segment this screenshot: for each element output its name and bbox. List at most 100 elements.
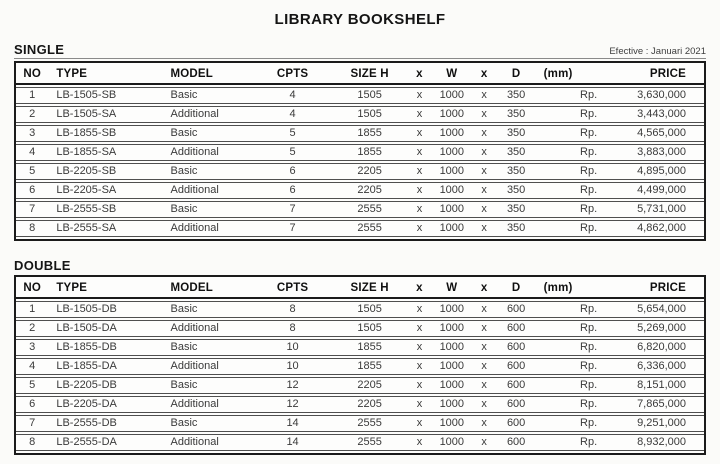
cell-mm-spacer <box>538 125 579 142</box>
cell-currency: Rp. <box>578 415 618 432</box>
cell-currency: Rp. <box>578 220 618 237</box>
size-separator: x <box>474 301 495 318</box>
cell-mm-spacer <box>538 201 579 218</box>
double-section-header: DOUBLE <box>14 258 706 273</box>
cell-price: 5,731,000 <box>617 201 704 218</box>
col-header-no: NO <box>16 65 49 85</box>
cell-type: LB-1505-SA <box>48 106 161 123</box>
cell-mm-spacer <box>538 87 579 104</box>
cell-model: Basic <box>160 125 256 142</box>
cell-currency: Rp. <box>578 106 618 123</box>
cell-price: 4,862,000 <box>617 220 704 237</box>
cell-currency: Rp. <box>578 87 618 104</box>
size-separator: x <box>409 415 430 432</box>
table-row: 5 LB-2205-SB Basic 6 2205 x 1000 x 350 Rp. 4,895,0… <box>16 163 704 180</box>
size-separator: x <box>474 396 495 413</box>
col-header-rp-spacer <box>578 279 618 299</box>
cell-size-h: 2205 <box>329 163 410 180</box>
cell-currency: Rp. <box>578 320 618 337</box>
cell-size-h: 2555 <box>329 415 410 432</box>
size-separator: x <box>409 301 430 318</box>
cell-model: Basic <box>160 87 256 104</box>
cell-model: Additional <box>160 396 256 413</box>
cell-mm-spacer <box>538 358 579 375</box>
cell-mm-spacer <box>538 434 579 451</box>
cell-cpts: 12 <box>255 396 330 413</box>
cell-type: LB-1505-SB <box>48 87 161 104</box>
page-title: LIBRARY BOOKSHELF <box>274 11 446 28</box>
cell-no: 4 <box>16 144 49 161</box>
cell-cpts: 6 <box>255 182 330 199</box>
cell-type: LB-2205-SB <box>48 163 161 180</box>
cell-no: 1 <box>16 301 49 318</box>
col-header-price: PRICE <box>617 279 704 299</box>
cell-model: Additional <box>160 144 256 161</box>
size-separator: x <box>474 125 495 142</box>
cell-cpts: 14 <box>255 415 330 432</box>
cell-model: Additional <box>160 320 256 337</box>
cell-cpts: 12 <box>255 377 330 394</box>
size-separator: x <box>474 358 495 375</box>
cell-size-w: 1000 <box>429 201 475 218</box>
cell-mm-spacer <box>538 339 579 356</box>
cell-no: 2 <box>16 106 49 123</box>
cell-size-w: 1000 <box>429 125 475 142</box>
cell-type: LB-2205-SA <box>48 182 161 199</box>
cell-cpts: 5 <box>255 144 330 161</box>
cell-price: 6,336,000 <box>617 358 704 375</box>
cell-model: Additional <box>160 434 256 451</box>
cell-size-d: 600 <box>494 434 539 451</box>
size-separator: x <box>474 87 495 104</box>
cell-currency: Rp. <box>578 434 618 451</box>
cell-size-d: 350 <box>494 87 539 104</box>
col-header-d: D <box>494 279 539 299</box>
cell-size-w: 1000 <box>429 106 475 123</box>
cell-no: 6 <box>16 396 49 413</box>
size-separator: x <box>474 144 495 161</box>
col-header-mm: (mm) <box>538 65 579 85</box>
cell-cpts: 10 <box>255 339 330 356</box>
header-row: NO TYPE MODEL CPTS SIZE H x W x D (mm) P… <box>16 279 704 299</box>
cell-cpts: 7 <box>255 220 330 237</box>
cell-currency: Rp. <box>578 301 618 318</box>
single-section-header: SINGLE Efective : Januari 2021 <box>14 42 706 59</box>
cell-no: 5 <box>16 377 49 394</box>
table-row: 7 LB-2555-SB Basic 7 2555 x 1000 x 350 Rp. 5,731,0… <box>16 201 704 218</box>
cell-size-w: 1000 <box>429 339 475 356</box>
cell-size-h: 2205 <box>329 182 410 199</box>
size-separator: x <box>474 182 495 199</box>
cell-price: 4,499,000 <box>617 182 704 199</box>
cell-size-d: 350 <box>494 106 539 123</box>
cell-no: 1 <box>16 87 49 104</box>
col-header-type: TYPE <box>48 279 161 299</box>
cell-mm-spacer <box>538 396 579 413</box>
size-separator: x <box>409 163 430 180</box>
cell-size-w: 1000 <box>429 301 475 318</box>
cell-type: LB-1855-SB <box>48 125 161 142</box>
cell-price: 3,883,000 <box>617 144 704 161</box>
cell-cpts: 6 <box>255 163 330 180</box>
cell-model: Basic <box>160 415 256 432</box>
table-row: 6 LB-2205-DA Additional 12 2205 x 1000 x 600 Rp. 7… <box>16 396 704 413</box>
table-row: 1 LB-1505-DB Basic 8 1505 x 1000 x 600 Rp. 5,654,0… <box>16 301 704 318</box>
cell-size-h: 1505 <box>329 301 410 318</box>
cell-size-d: 600 <box>494 320 539 337</box>
double-table: NO TYPE MODEL CPTS SIZE H x W x D (mm) P… <box>14 275 706 455</box>
size-separator: x <box>474 415 495 432</box>
cell-no: 7 <box>16 201 49 218</box>
cell-type: LB-2555-DB <box>48 415 161 432</box>
cell-no: 8 <box>16 220 49 237</box>
size-separator: x <box>409 220 430 237</box>
table-row: 2 LB-1505-SA Additional 4 1505 x 1000 x 350 Rp. 3,… <box>16 106 704 123</box>
col-header-rp-spacer <box>578 65 618 85</box>
cell-price: 8,151,000 <box>617 377 704 394</box>
table-row: 8 LB-2555-SA Additional 7 2555 x 1000 x 350 Rp. 4,… <box>16 220 704 237</box>
cell-size-w: 1000 <box>429 358 475 375</box>
col-header-w: W <box>429 65 475 85</box>
cell-model: Additional <box>160 106 256 123</box>
size-separator: x <box>474 377 495 394</box>
cell-mm-spacer <box>538 320 579 337</box>
cell-mm-spacer <box>538 106 579 123</box>
cell-type: LB-1855-DB <box>48 339 161 356</box>
